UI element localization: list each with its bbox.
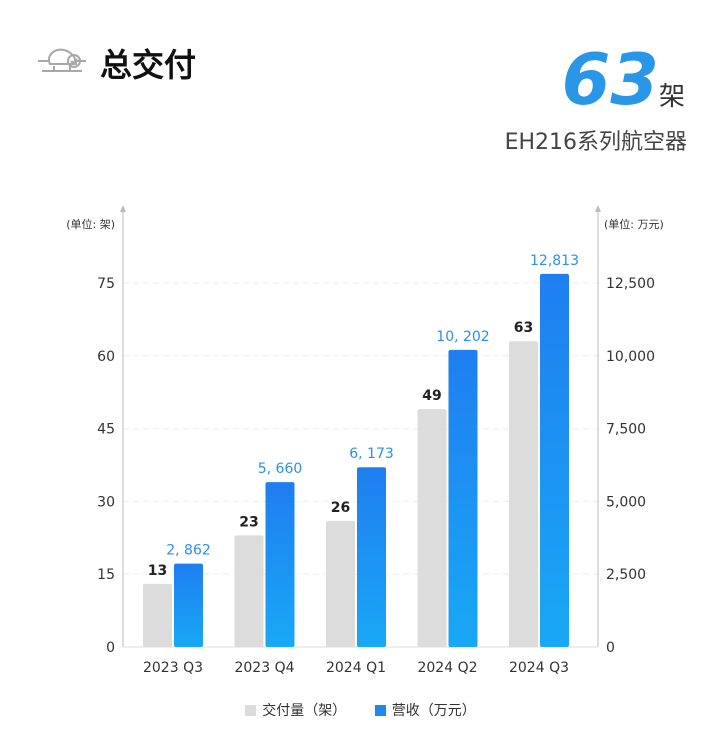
aircraft-series-label: EH216系列航空器 bbox=[504, 130, 687, 155]
legend-swatch bbox=[374, 705, 386, 716]
delivery-data-label: 13 bbox=[148, 563, 167, 579]
left-tick-label: 60 bbox=[97, 349, 115, 365]
legend-swatch bbox=[245, 705, 257, 716]
left-axis-label: (单位: 架) bbox=[66, 217, 115, 231]
delivery-bar bbox=[234, 535, 264, 647]
delivery-bar bbox=[143, 583, 172, 647]
right-tick-label: 0 bbox=[606, 640, 615, 656]
bar-chart: 0 15 30 45 60 75 0 2,500 5,000 7,500 10,000 12,500 (… bbox=[66, 205, 664, 676]
revenue-bar bbox=[540, 273, 569, 647]
aircraft-delivered-icon bbox=[38, 48, 86, 72]
x-tick-label: 2024 Q1 bbox=[326, 660, 386, 676]
x-tick-label: 2024 Q3 bbox=[509, 660, 569, 676]
revenue-bar bbox=[448, 349, 478, 647]
total-delivered-unit: 架 bbox=[658, 82, 685, 112]
delivery-bar bbox=[509, 341, 538, 647]
right-tick-label: 7,500 bbox=[606, 422, 646, 438]
revenue-data-label: 5, 660 bbox=[258, 461, 303, 477]
delivery-data-label: 49 bbox=[422, 388, 441, 404]
right-tick-label: 12,500 bbox=[606, 276, 655, 292]
right-axis-label: (单位: 万元) bbox=[604, 217, 664, 231]
revenue-data-label: 12,813 bbox=[530, 253, 579, 269]
revenue-data-label: 10, 202 bbox=[436, 329, 489, 345]
revenue-bar bbox=[357, 467, 386, 647]
revenue-bar bbox=[174, 563, 203, 647]
x-tick-label: 2023 Q4 bbox=[234, 660, 294, 676]
legend: 交付量（架） 营收（万元） bbox=[0, 700, 721, 720]
right-tick-label: 10,000 bbox=[606, 349, 655, 365]
legend-label: 交付量（架） bbox=[262, 703, 347, 719]
legend-label: 营收（万元） bbox=[391, 703, 476, 719]
delivery-bar bbox=[326, 520, 355, 647]
left-axis-arrow bbox=[120, 205, 126, 212]
right-axis-arrow bbox=[595, 205, 601, 212]
right-tick-label: 5,000 bbox=[606, 494, 646, 510]
right-tick-label: 2,500 bbox=[606, 567, 646, 583]
revenue-data-label: 6, 173 bbox=[349, 446, 394, 462]
delivery-data-label: 63 bbox=[514, 320, 533, 336]
revenue-data-label: 2, 862 bbox=[166, 543, 211, 559]
page-title: 总交付 bbox=[100, 46, 197, 84]
x-tick-label: 2023 Q3 bbox=[143, 660, 203, 676]
legend-item-revenue: 营收（万元） bbox=[374, 703, 476, 719]
legend-item-deliveries: 交付量（架） bbox=[245, 703, 346, 719]
total-delivered-number: 63 bbox=[561, 39, 659, 121]
left-tick-label: 75 bbox=[97, 276, 115, 292]
revenue-bar bbox=[265, 482, 295, 647]
delivery-bar bbox=[417, 409, 447, 647]
left-tick-label: 15 bbox=[97, 567, 115, 583]
left-tick-label: 30 bbox=[97, 494, 115, 510]
x-tick-label: 2024 Q2 bbox=[417, 660, 477, 676]
delivery-data-label: 26 bbox=[331, 500, 350, 516]
left-tick-label: 0 bbox=[106, 640, 115, 656]
left-tick-label: 45 bbox=[97, 422, 115, 438]
delivery-data-label: 23 bbox=[239, 514, 258, 530]
